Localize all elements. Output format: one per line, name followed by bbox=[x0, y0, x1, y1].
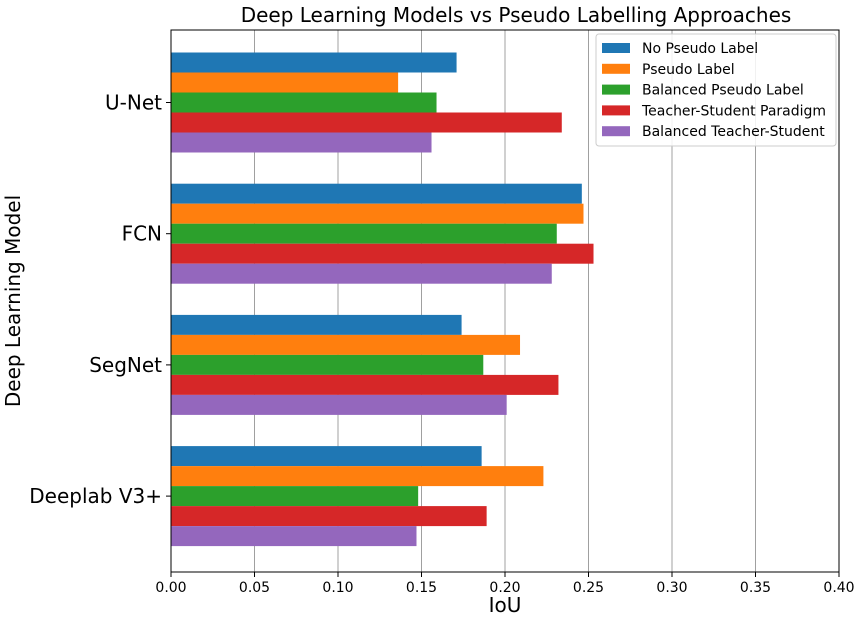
legend-swatch-2 bbox=[602, 84, 630, 95]
bar-3-0 bbox=[171, 446, 482, 467]
x-tick-label: 0.35 bbox=[740, 580, 771, 596]
category-label: U-Net bbox=[105, 91, 162, 115]
x-tick-label: 0.05 bbox=[239, 580, 270, 596]
y-axis-categories: U-Net FCN SegNet Deeplab V3+ bbox=[29, 91, 171, 508]
bar-1-0 bbox=[171, 183, 582, 204]
bar-2-0 bbox=[171, 314, 462, 335]
bar-1-2 bbox=[171, 223, 557, 244]
x-tick-label: 0.25 bbox=[573, 580, 604, 596]
x-tick-label: 0.00 bbox=[155, 580, 186, 596]
bar-0-3 bbox=[171, 112, 562, 133]
bar-0-4 bbox=[171, 132, 432, 153]
legend-swatch-3 bbox=[602, 105, 630, 116]
bar-1-3 bbox=[171, 243, 594, 264]
y-axis-label: Deep Learning Model bbox=[1, 195, 25, 407]
bar-2-2 bbox=[171, 354, 484, 375]
bar-2-3 bbox=[171, 374, 559, 395]
x-tick-label: 0.40 bbox=[823, 580, 854, 596]
legend-label-0: No Pseudo Label bbox=[642, 41, 758, 57]
bars bbox=[171, 52, 594, 547]
legend-box bbox=[595, 33, 837, 147]
legend-swatch-4 bbox=[602, 126, 630, 137]
x-tick-label: 0.10 bbox=[322, 580, 353, 596]
bar-3-2 bbox=[171, 486, 419, 507]
legend-label-2: Balanced Pseudo Label bbox=[642, 83, 804, 99]
bar-1-1 bbox=[171, 203, 584, 224]
x-axis-label: IoU bbox=[489, 593, 522, 617]
legend-swatch-1 bbox=[602, 63, 630, 74]
legend: No Pseudo Label Pseudo Label Balanced Pseu… bbox=[595, 33, 837, 147]
bar-3-4 bbox=[171, 526, 417, 547]
bar-0-0 bbox=[171, 52, 457, 73]
bar-2-1 bbox=[171, 334, 521, 355]
legend-label-4: Balanced Teacher-Student bbox=[642, 124, 825, 140]
x-tick-label: 0.30 bbox=[656, 580, 687, 596]
bar-3-1 bbox=[171, 466, 544, 487]
bar-1-4 bbox=[171, 263, 552, 284]
x-axis-ticks: 0.00 0.05 0.10 0.15 0.20 0.25 0.30 0.35 0.40 bbox=[155, 572, 855, 596]
category-label: FCN bbox=[122, 222, 162, 246]
bar-2-4 bbox=[171, 394, 507, 415]
bar-0-2 bbox=[171, 92, 437, 113]
x-tick-label: 0.15 bbox=[406, 580, 437, 596]
bar-0-1 bbox=[171, 72, 399, 93]
legend-swatch-0 bbox=[602, 43, 630, 53]
legend-label-3: Teacher-Student Paradigm bbox=[641, 103, 826, 119]
x-tick-label: 0.20 bbox=[489, 580, 520, 596]
category-label: Deeplab V3+ bbox=[29, 484, 162, 508]
category-label: SegNet bbox=[89, 353, 162, 377]
chart-title: Deep Learning Models vs Pseudo Labelling… bbox=[241, 3, 792, 27]
legend-label-1: Pseudo Label bbox=[642, 62, 735, 78]
bar-3-3 bbox=[171, 506, 487, 527]
